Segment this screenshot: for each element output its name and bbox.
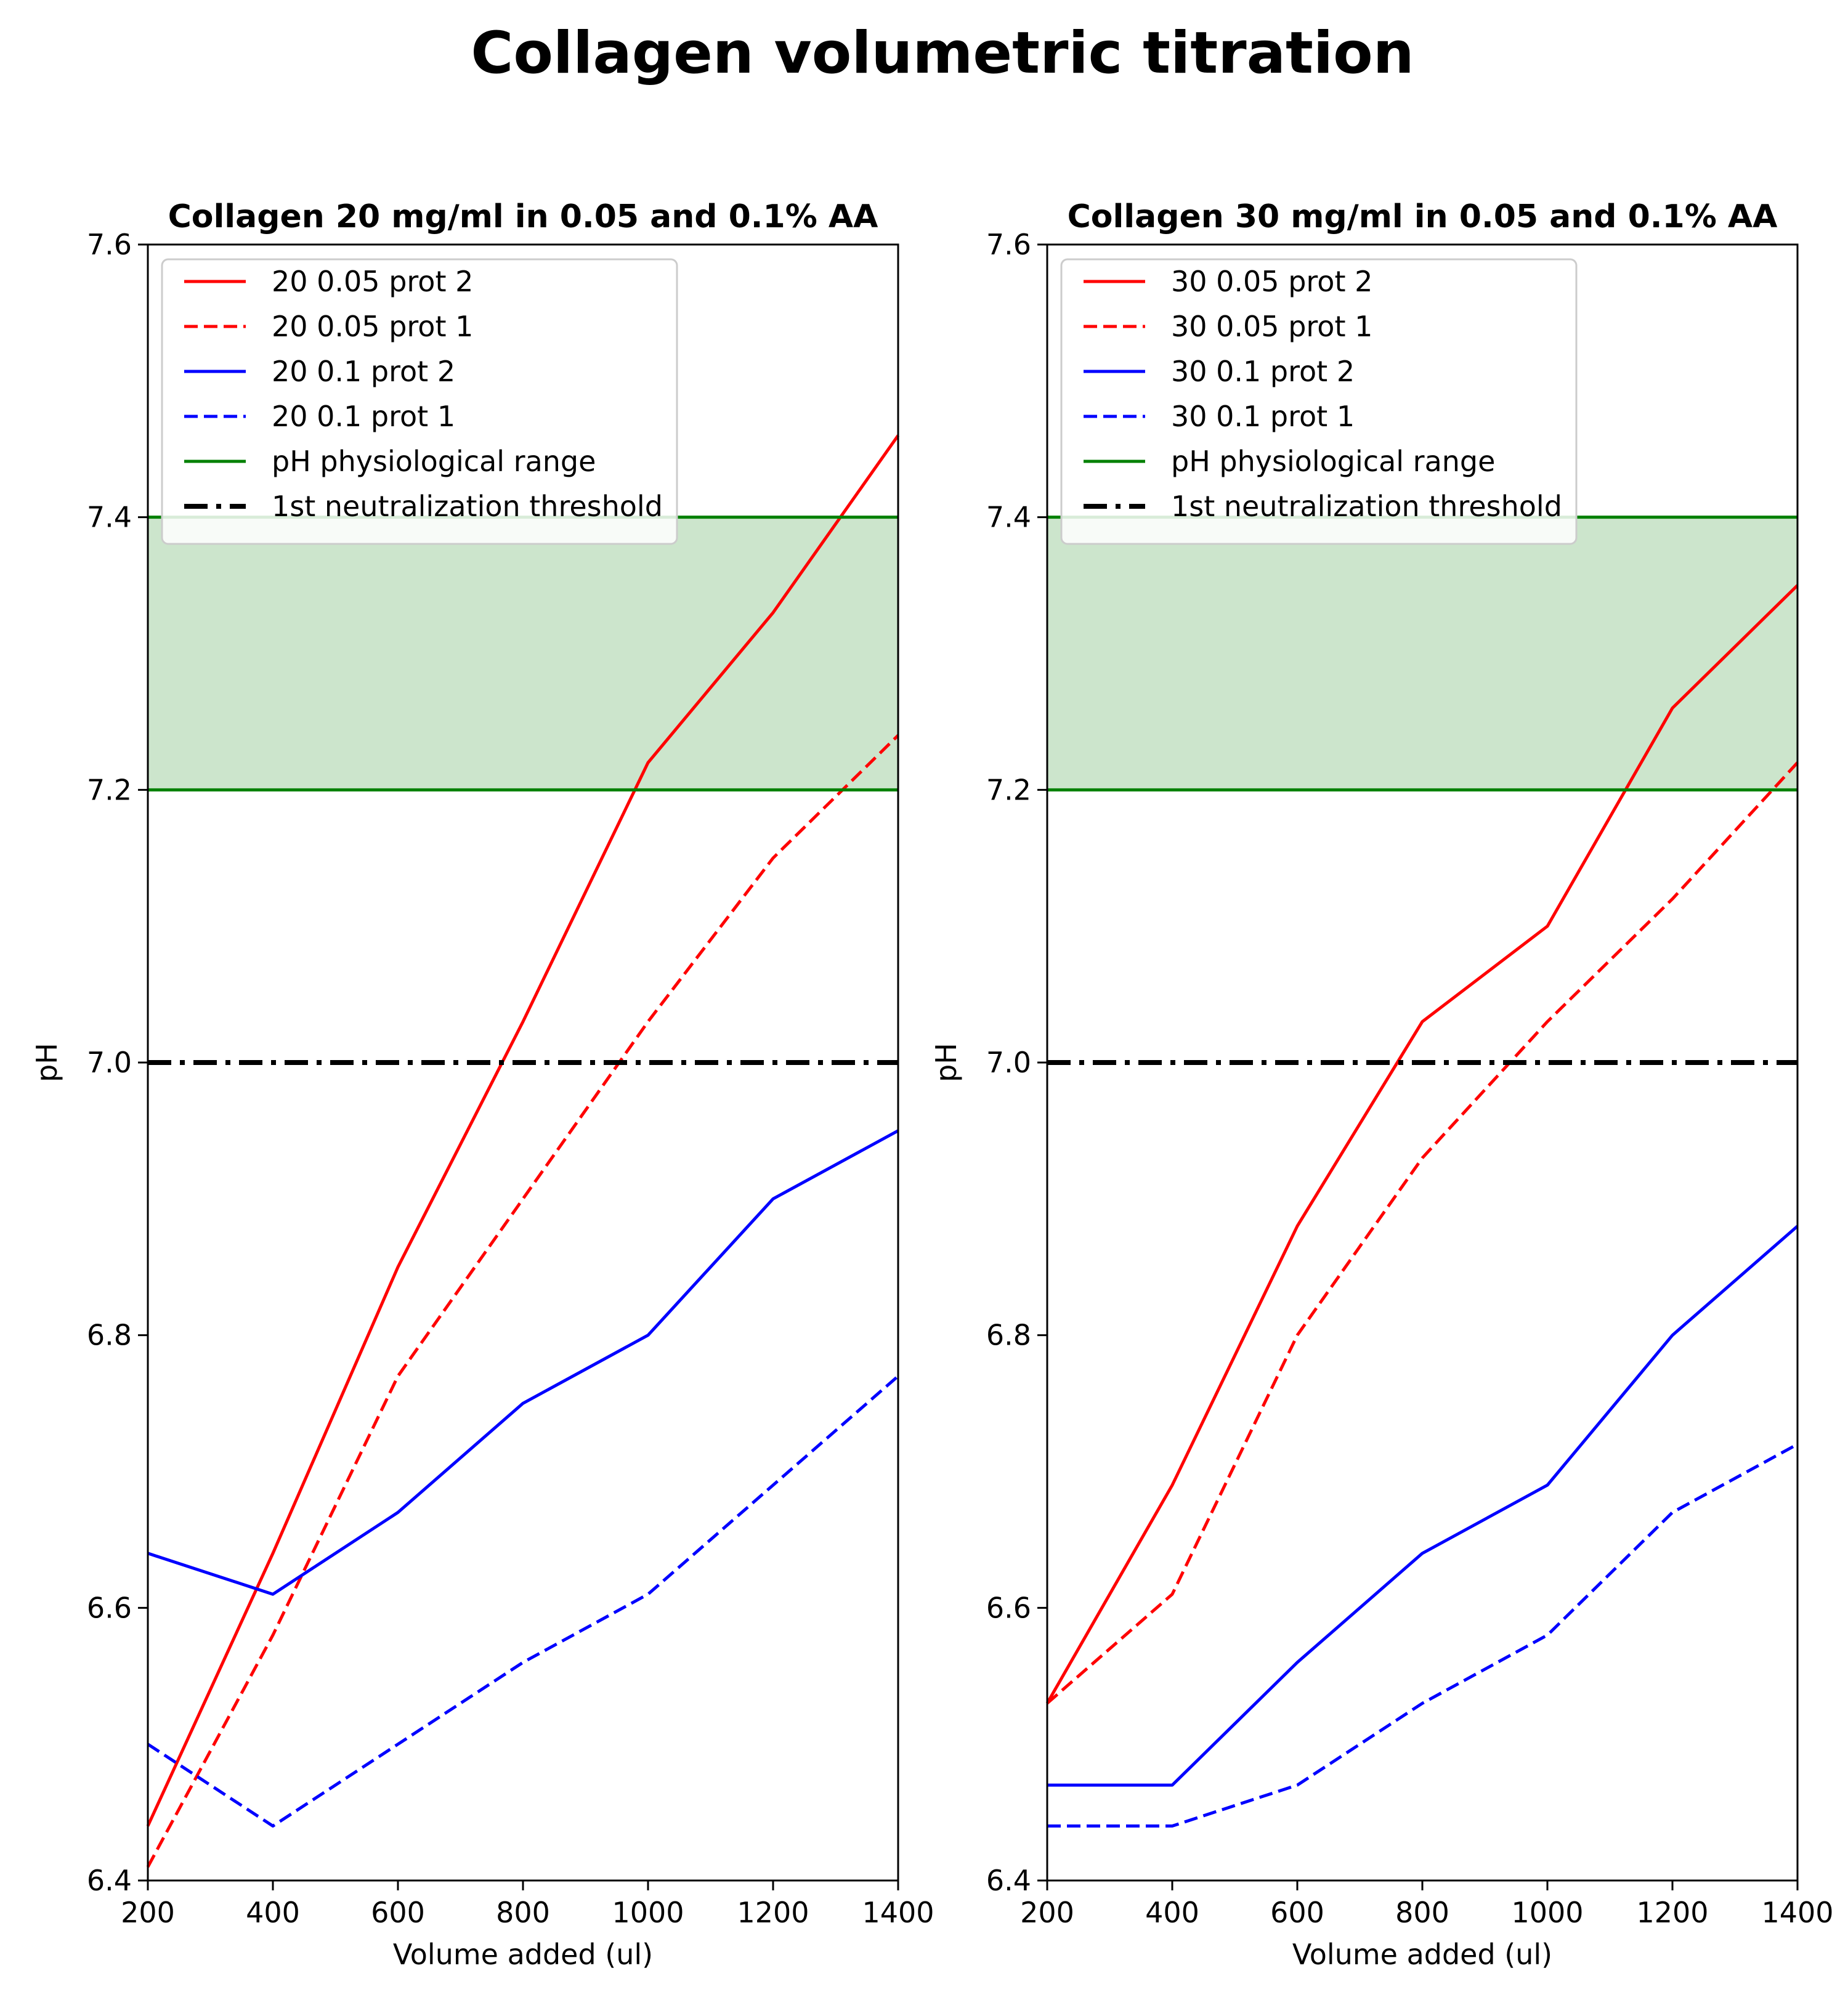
y-tick-label: 7.4 — [986, 501, 1031, 534]
physiological-range-band — [1047, 517, 1797, 790]
y-tick-label: 7.6 — [986, 228, 1031, 261]
x-axis-label: Volume added (ul) — [1292, 1938, 1552, 1971]
legend-label: 1st neutralization threshold — [272, 490, 663, 523]
y-tick-label: 6.4 — [986, 1864, 1031, 1897]
y-tick-label: 6.8 — [986, 1319, 1031, 1352]
y-tick-label: 7.0 — [986, 1046, 1031, 1079]
x-tick-label: 1400 — [1761, 1896, 1833, 1929]
y-axis-label: pH — [30, 1043, 63, 1082]
x-tick-label: 600 — [1270, 1896, 1324, 1929]
legend-label: 1st neutralization threshold — [1171, 490, 1562, 523]
x-axis-label: Volume added (ul) — [393, 1938, 653, 1971]
series-line-3 — [148, 1131, 898, 1595]
legend-right: 30 0.05 prot 2 30 0.05 prot 1 30 0.1 prot … — [1061, 259, 1576, 544]
legend-label: pH physiological range — [1171, 445, 1495, 478]
x-tick-label: 1200 — [1636, 1896, 1708, 1929]
legend-label: 20 0.05 prot 1 — [272, 310, 473, 343]
x-tick-label: 800 — [496, 1896, 550, 1929]
legend-label: pH physiological range — [272, 445, 596, 478]
x-tick-label: 1200 — [737, 1896, 809, 1929]
y-tick-label: 7.6 — [87, 228, 132, 261]
y-tick-label: 6.4 — [87, 1864, 132, 1897]
figure-title: Collagen volumetric titration — [471, 20, 1414, 87]
x-tick-label: 1000 — [612, 1896, 684, 1929]
legend-label: 20 0.1 prot 2 — [272, 355, 455, 388]
series-line-2 — [148, 735, 898, 1867]
legend-label: 20 0.1 prot 1 — [272, 400, 455, 433]
legend-label: 30 0.1 prot 2 — [1171, 355, 1355, 388]
y-tick-label: 7.2 — [986, 773, 1031, 806]
physiological-range-band — [148, 517, 898, 790]
subplot-title-left: Collagen 20 mg/ml in 0.05 and 0.1% AA — [168, 198, 878, 235]
series-line-2 — [1047, 763, 1797, 1703]
titration-figure: Collagen volumetric titration 200 400 600 8… — [0, 0, 1848, 1992]
legend-left: 20 0.05 prot 2 20 0.05 prot 1 20 0.1 prot … — [162, 259, 677, 544]
legend-label: 30 0.05 prot 1 — [1171, 310, 1372, 343]
legend-label: 20 0.05 prot 2 — [272, 265, 473, 298]
x-tick-label: 200 — [1020, 1896, 1074, 1929]
chart-panel-right: 200 400 600 800 1000 1200 1400 6.4 6.6 6.8 7.0 7.2 7… — [930, 198, 1834, 1971]
subplot-title-right: Collagen 30 mg/ml in 0.05 and 0.1% AA — [1068, 198, 1778, 235]
x-tick-label: 600 — [371, 1896, 425, 1929]
y-tick-label: 6.6 — [87, 1591, 132, 1624]
x-tick-label: 400 — [1145, 1896, 1199, 1929]
x-tick-label: 400 — [246, 1896, 300, 1929]
legend-label: 30 0.05 prot 2 — [1171, 265, 1372, 298]
x-tick-label: 200 — [121, 1896, 175, 1929]
series-line-4 — [148, 1376, 898, 1826]
y-tick-label: 7.4 — [87, 501, 132, 534]
chart-panel-left: 200 400 600 800 1000 1200 1400 6.4 6.6 6.8 7.0 7.2 7… — [30, 198, 934, 1971]
x-tick-label: 800 — [1395, 1896, 1449, 1929]
y-tick-label: 6.6 — [986, 1591, 1031, 1624]
y-tick-label: 6.8 — [87, 1319, 132, 1352]
y-tick-label: 7.0 — [87, 1046, 132, 1079]
series-line-4 — [1047, 1444, 1797, 1826]
y-axis-label: pH — [930, 1043, 963, 1082]
y-tick-label: 7.2 — [87, 773, 132, 806]
x-tick-label: 1400 — [862, 1896, 934, 1929]
legend-label: 30 0.1 prot 1 — [1171, 400, 1355, 433]
x-tick-label: 1000 — [1511, 1896, 1583, 1929]
